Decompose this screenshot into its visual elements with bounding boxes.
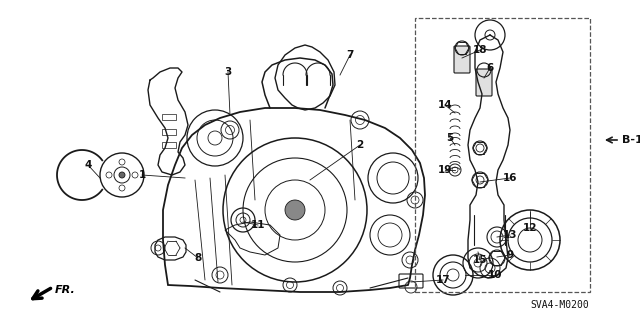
Text: B-1: B-1 [622, 135, 640, 145]
Text: SVA4-M0200: SVA4-M0200 [531, 300, 589, 310]
Text: 12: 12 [523, 223, 537, 233]
Text: FR.: FR. [55, 285, 76, 295]
Bar [162, 114, 176, 120]
Text: 11: 11 [251, 220, 265, 230]
Bar [162, 142, 176, 148]
Text: 7: 7 [346, 50, 354, 60]
Text: 3: 3 [225, 67, 232, 77]
Text: 14: 14 [438, 100, 452, 110]
Text: 17: 17 [436, 275, 451, 285]
Text: 16: 16 [503, 173, 517, 183]
Circle shape [119, 172, 125, 178]
Text: 18: 18 [473, 45, 487, 55]
Bar [162, 129, 176, 135]
Text: 4: 4 [84, 160, 92, 170]
Text: 19: 19 [438, 165, 452, 175]
Text: 8: 8 [195, 253, 202, 263]
Bar [415, 18, 590, 292]
Text: 15: 15 [473, 255, 487, 265]
Text: 1: 1 [138, 170, 146, 180]
Text: 10: 10 [488, 270, 502, 280]
FancyBboxPatch shape [476, 69, 492, 96]
Text: 5: 5 [446, 133, 454, 143]
Text: 2: 2 [356, 140, 364, 150]
Text: 9: 9 [506, 250, 513, 260]
FancyBboxPatch shape [454, 46, 470, 73]
Text: 13: 13 [503, 230, 517, 240]
Text: 6: 6 [486, 63, 493, 73]
Circle shape [285, 200, 305, 220]
